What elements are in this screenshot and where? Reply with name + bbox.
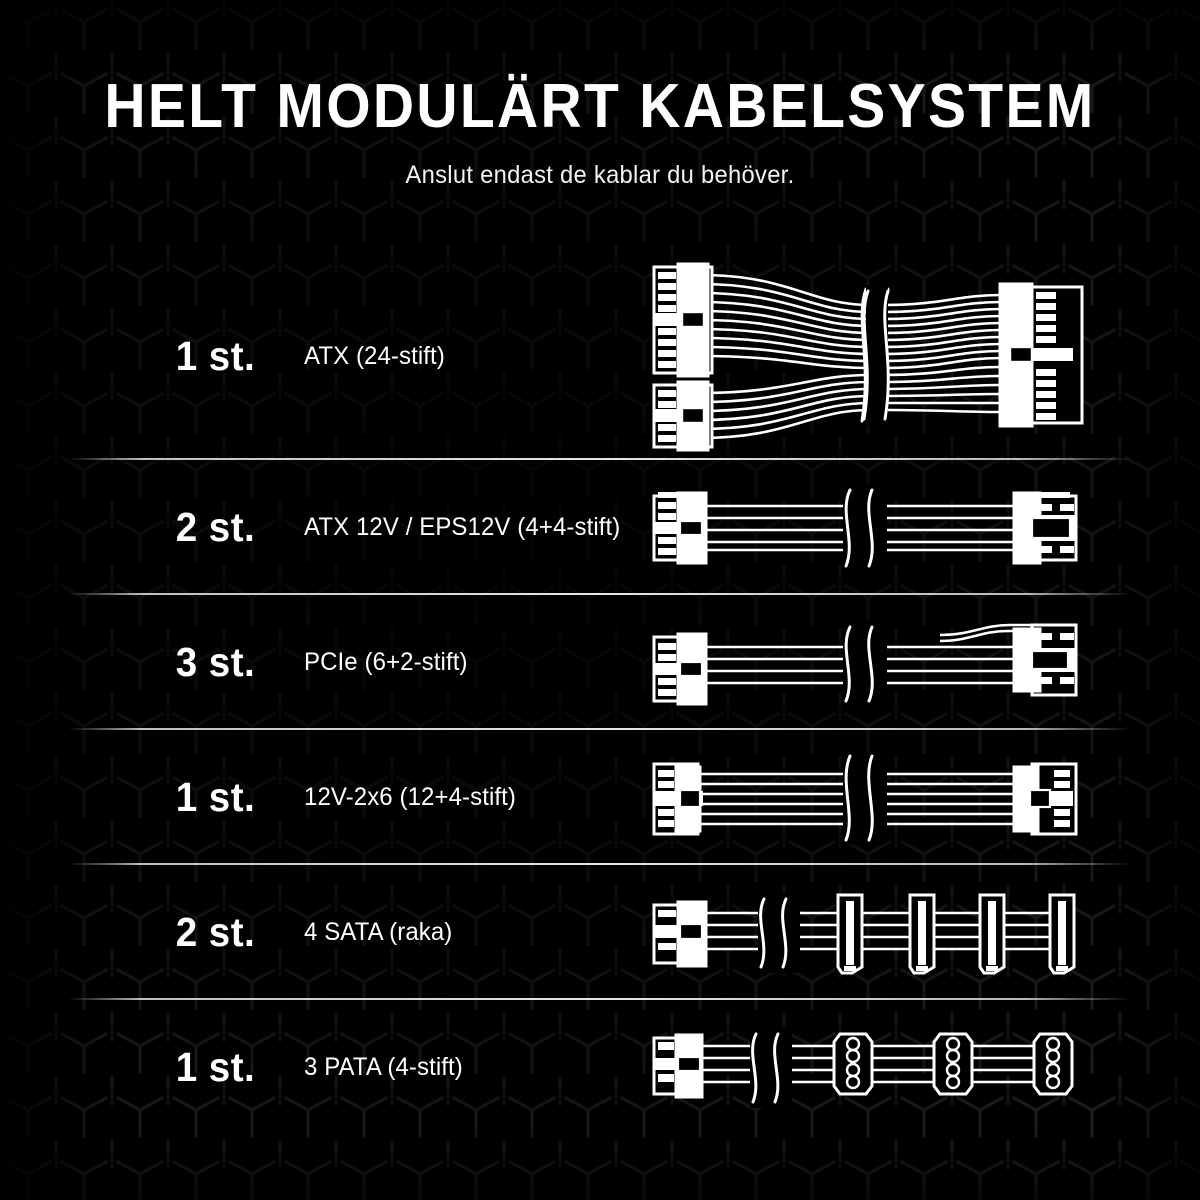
page-title: HELT MODULÄRT KABELSYSTEM	[104, 72, 1096, 141]
cable-list: 1 st. ATX (24-stift)	[0, 252, 1200, 1135]
cable-name: ATX (24-stift)	[304, 341, 445, 370]
cable-name: PCIe (6+2-stift)	[304, 648, 468, 677]
cable-row-pata: 1 st. 3 PATA (4-stift)	[0, 1000, 1200, 1135]
atx-24pin-cable-icon	[640, 261, 1090, 452]
cable-quantity: 1 st.	[175, 332, 256, 379]
cable-quantity: 1 st.	[175, 1044, 256, 1091]
cable-quantity: 3 st.	[175, 639, 256, 686]
page-subtitle: Anslut endast de kablar du behöver.	[405, 161, 795, 190]
cable-row-atx: 1 st. ATX (24-stift)	[0, 252, 1200, 461]
cable-quantity: 2 st.	[175, 504, 256, 551]
cable-quantity: 1 st.	[175, 774, 256, 821]
cable-quantity: 2 st.	[175, 909, 256, 956]
pata-molex-cable-icon	[640, 973, 1090, 1163]
header: HELT MODULÄRT KABELSYSTEM Anslut endast …	[0, 0, 1200, 190]
cable-name: 12V-2x6 (12+4-stift)	[304, 783, 517, 812]
cable-name: 3 PATA (4-stift)	[304, 1053, 463, 1082]
cable-name: ATX 12V / EPS12V (4+4-stift)	[304, 513, 621, 542]
cable-name: 4 SATA (raka)	[304, 918, 453, 947]
